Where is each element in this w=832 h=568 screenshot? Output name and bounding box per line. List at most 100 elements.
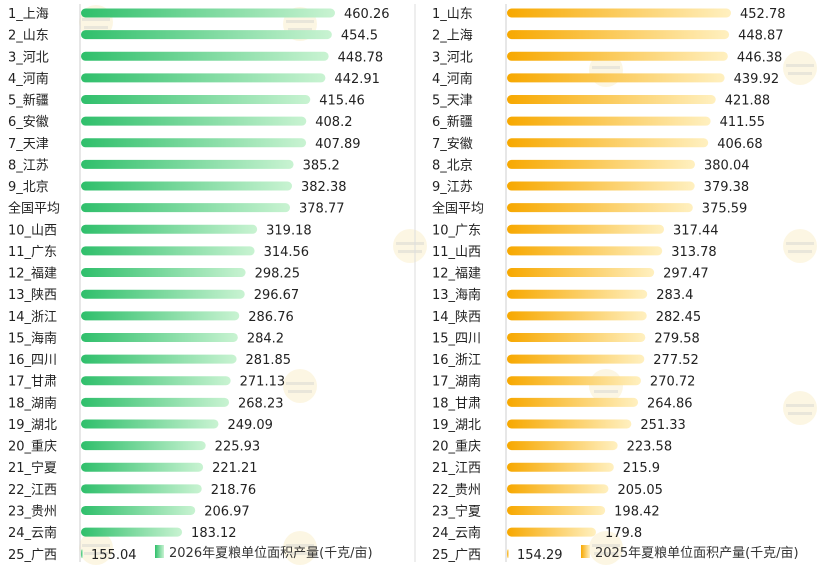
bar-2025	[507, 138, 709, 148]
category-label: 11_山西	[432, 245, 481, 260]
category-label: 12_福建	[8, 267, 57, 282]
bar-2025	[507, 246, 663, 256]
chart-2025: 1_山东 452.78 2_上海 448.87 3_河北 446.38 4_河南 439.92…	[432, 4, 799, 563]
bar-2025	[507, 159, 696, 169]
chart-2026: 1_上海 460.26 2_山东 454.5 3_河北 448.78 4_河南 442.91 5…	[8, 4, 390, 563]
category-label: 10_广东	[432, 223, 481, 238]
category-label: 18_湖南	[8, 395, 57, 411]
value-label: 378.77	[299, 202, 345, 217]
category-label: 13_陕西	[8, 288, 57, 303]
bar-2026	[81, 505, 196, 515]
legend-label-2026: 2026年夏粮单位面积产量(千克/亩)	[169, 545, 373, 561]
bar-2026	[81, 332, 238, 342]
value-label: 407.89	[315, 137, 361, 152]
value-label: 205.05	[617, 483, 663, 498]
category-label: 6_安徽	[8, 115, 49, 130]
value-label: 375.59	[702, 202, 748, 217]
category-label: 20_重庆	[8, 439, 57, 455]
watermark-logo	[783, 51, 817, 85]
bar-2025	[507, 527, 596, 537]
value-label: 317.44	[673, 223, 719, 238]
value-label: 408.2	[315, 115, 352, 130]
bar-2025	[507, 73, 725, 83]
category-label: 21_江西	[432, 461, 481, 476]
bar-2025	[507, 289, 648, 299]
value-label: 379.38	[704, 180, 750, 195]
category-label: 9_北京	[8, 180, 49, 195]
value-label: 415.46	[319, 94, 365, 109]
bar-2026	[81, 376, 231, 386]
category-label: 6_新疆	[432, 114, 473, 130]
bar-2026	[81, 246, 255, 256]
bar-2026	[81, 397, 230, 407]
value-label: 155.04	[91, 548, 137, 563]
bar-2025	[507, 203, 693, 213]
value-label: 283.4	[656, 288, 693, 303]
value-label: 314.56	[264, 245, 310, 260]
category-label: 5_天津	[432, 94, 473, 109]
category-label: 24_云南	[8, 525, 57, 541]
value-label: 382.38	[301, 180, 347, 195]
value-label: 282.45	[656, 310, 702, 325]
value-label: 406.68	[717, 137, 763, 152]
value-label: 198.42	[614, 504, 660, 519]
bar-2025	[507, 505, 606, 515]
bar-2026	[81, 289, 245, 299]
category-label: 2_上海	[432, 29, 473, 44]
legend-2025: 2025年夏粮单位面积产量(千克/亩)	[581, 545, 799, 561]
value-label: 284.2	[247, 331, 284, 346]
value-label: 223.58	[627, 440, 673, 455]
watermark-layer	[79, 5, 817, 565]
bar-2026	[81, 549, 83, 559]
category-label: 20_重庆	[432, 439, 481, 455]
watermark-logo	[783, 229, 817, 263]
bar-2026	[81, 419, 219, 429]
value-label: 439.92	[734, 72, 780, 87]
value-label: 448.87	[738, 29, 784, 44]
category-label: 23_宁夏	[432, 503, 481, 519]
bar-2025	[507, 181, 695, 191]
category-label: 24_云南	[432, 525, 481, 541]
value-label: 277.52	[653, 353, 699, 368]
bar-2026	[81, 73, 326, 83]
category-label: 17_甘肃	[8, 375, 57, 390]
bar-2026	[81, 116, 307, 126]
value-label: 270.72	[650, 375, 696, 390]
category-label: 4_河南	[432, 71, 473, 87]
category-label: 18_甘肃	[432, 396, 481, 411]
value-label: 271.13	[240, 375, 286, 390]
category-label: 2_山东	[8, 29, 49, 44]
bar-2026	[81, 462, 204, 472]
bar-2026	[81, 51, 329, 61]
category-label: 3_河北	[8, 50, 49, 65]
category-label: 8_江苏	[8, 157, 49, 173]
category-label: 19_湖北	[432, 418, 481, 433]
bar-2026	[81, 138, 307, 148]
bar-2026	[81, 224, 258, 234]
category-label: 11_广东	[8, 245, 57, 260]
category-label: 16_浙江	[432, 353, 481, 368]
category-label: 22_江西	[8, 483, 57, 498]
watermark-logo	[79, 531, 113, 565]
watermark-logo	[783, 391, 817, 425]
legend-2026: 2026年夏粮单位面积产量(千克/亩)	[155, 545, 373, 561]
bar-2025	[507, 354, 645, 364]
bar-2026	[81, 30, 332, 40]
value-label: 454.5	[341, 29, 378, 44]
category-label: 22_贵州	[432, 483, 481, 498]
category-label: 全国平均	[432, 201, 484, 217]
value-label: 313.78	[671, 245, 717, 260]
category-label: 25_广西	[8, 548, 57, 563]
value-label: 215.9	[623, 461, 660, 476]
value-label: 183.12	[191, 526, 237, 541]
value-label: 442.91	[334, 72, 380, 87]
bar-2026	[81, 8, 335, 18]
value-label: 298.25	[255, 267, 301, 282]
bar-2026	[81, 527, 183, 537]
category-label: 全国平均	[8, 201, 60, 217]
value-label: 460.26	[344, 7, 390, 22]
category-label: 9_江苏	[432, 179, 473, 195]
value-label: 251.33	[640, 418, 686, 433]
bar-2026	[81, 203, 291, 213]
